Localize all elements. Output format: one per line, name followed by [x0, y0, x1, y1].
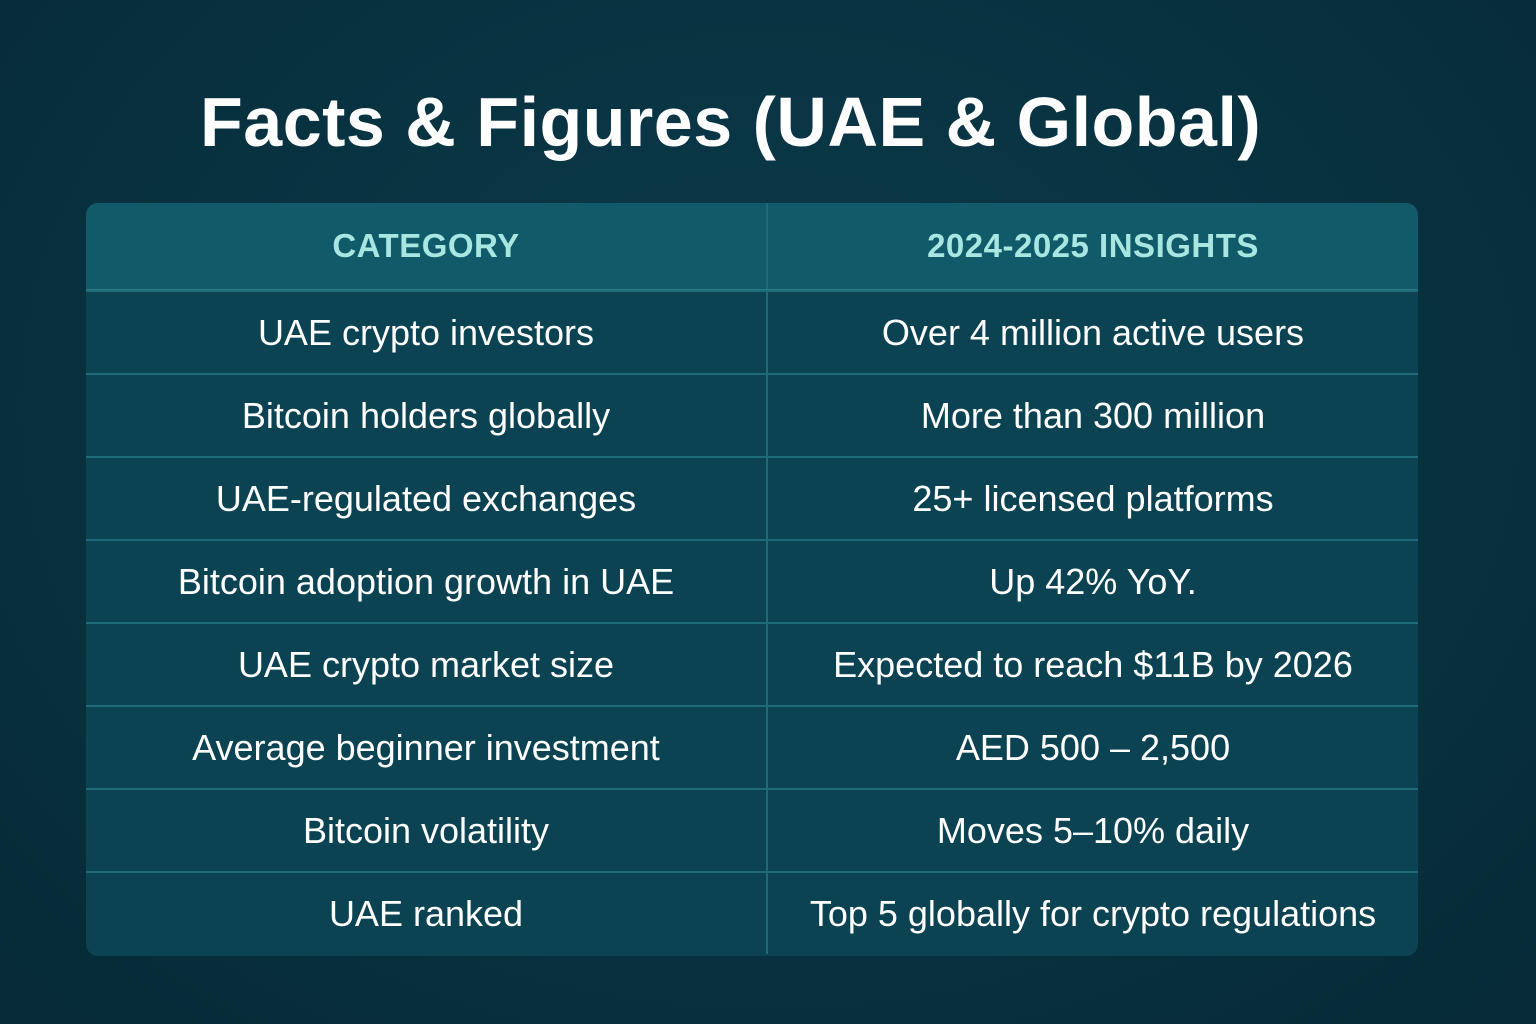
page-title: Facts & Figures (UAE & Global) [200, 83, 1262, 161]
insight-cell: Over 4 million active users [881, 311, 1305, 353]
insight-cell: AED 500 – 2,500 [955, 726, 1231, 768]
table-row: UAE crypto investors Over 4 million acti… [86, 290, 1418, 373]
category-cell: UAE-regulated exchanges [86, 458, 768, 539]
table-row: UAE-regulated exchanges 25+ licensed pla… [86, 456, 1418, 539]
column-header-insights: 2024-2025 INSIGHTS [927, 227, 1259, 264]
category-cell: Bitcoin volatility [86, 790, 768, 871]
table-row: Average beginner investment AED 500 – 2,… [86, 705, 1418, 788]
insight-cell: Expected to reach $11B by 2026 [833, 643, 1353, 685]
table-row: UAE ranked Top 5 globally for crypto reg… [86, 871, 1418, 954]
facts-table: CATEGORY 2024-2025 INSIGHTS UAE crypto i… [86, 203, 1418, 956]
table-row: UAE crypto market size Expected to reach… [86, 622, 1418, 705]
category-cell: UAE ranked [86, 873, 768, 954]
table-row: Bitcoin volatility Moves 5–10% daily [86, 788, 1418, 871]
insight-cell: Moves 5–10% daily [936, 809, 1250, 851]
insight-cell: More than 300 million [920, 394, 1266, 436]
category-cell: Average beginner investment [86, 707, 768, 788]
table-header-row: CATEGORY 2024-2025 INSIGHTS [86, 203, 1418, 290]
insight-cell: 25+ licensed platforms [912, 477, 1274, 519]
category-cell: UAE crypto investors [86, 292, 768, 373]
category-cell: Bitcoin holders globally [86, 375, 768, 456]
table-row: Bitcoin holders globally More than 300 m… [86, 373, 1418, 456]
table-row: Bitcoin adoption growth in UAE Up 42% Yo… [86, 539, 1418, 622]
category-cell: Bitcoin adoption growth in UAE [86, 541, 768, 622]
category-cell: UAE crypto market size [86, 624, 768, 705]
insight-cell: Up 42% YoY. [989, 560, 1197, 602]
column-header-category: CATEGORY [86, 203, 768, 289]
insight-cell: Top 5 globally for crypto regulations [809, 892, 1377, 934]
